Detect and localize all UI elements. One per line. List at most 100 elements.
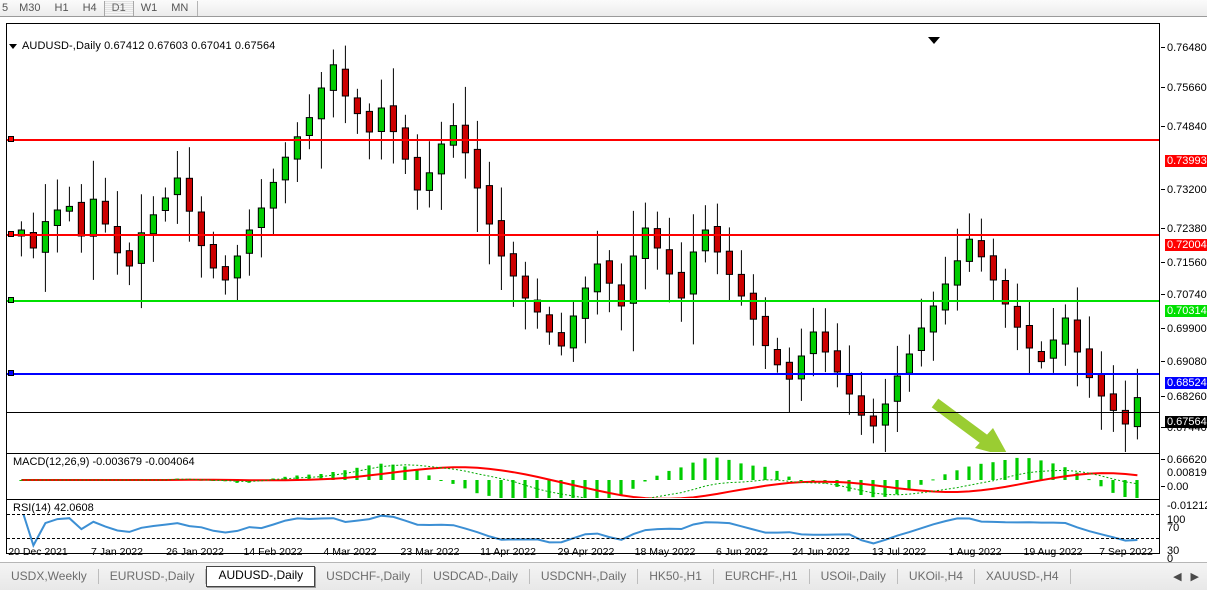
rsi-pane[interactable]: RSI(14) 42.0608 — [7, 499, 1159, 554]
level-line-070314[interactable] — [7, 297, 1159, 303]
date-label-9: 6 Jun 2022 — [716, 546, 768, 558]
tab-separator — [808, 569, 810, 584]
chart-symbol-header: AUDUSD-,Daily 0.67412 0.67603 0.67041 0.… — [9, 40, 275, 52]
tab-ukoil-h4[interactable]: UKOil-,H4 — [908, 569, 963, 583]
price-tick-8: 0.69080 — [1161, 356, 1207, 368]
tab-usdx-weekly[interactable]: USDX,Weekly — [11, 569, 87, 583]
timeframe-button-m30[interactable]: M30 — [19, 1, 41, 14]
price-tag-068524[interactable]: 0.68524 — [1165, 377, 1207, 389]
tab-usdcad-daily[interactable]: USDCAD-,Daily — [433, 569, 518, 583]
macd-indicator-label: MACD(12,26,9) -0.003679 -0.004064 — [13, 456, 198, 468]
chart-canvas[interactable]: MACD(12,26,9) -0.003679 -0.004064 RSI(14… — [0, 17, 1207, 561]
tab-separator — [1069, 569, 1071, 584]
timeframe-button-h4[interactable]: H4 — [82, 1, 97, 14]
level-line-073993[interactable] — [7, 136, 1159, 142]
time-axis: 20 Dec 2021 7 Jan 2022 26 Jan 2022 14 Fe… — [0, 546, 1207, 560]
rsi-scale-100: 100 — [1167, 514, 1186, 526]
rsi-level-70 — [7, 514, 1159, 515]
price-tick-3: 0.73200 — [1161, 184, 1207, 196]
level-anchor-handle[interactable] — [8, 136, 14, 142]
date-label-12: 1 Aug 2022 — [948, 546, 1002, 558]
price-tick-11: 0.66620 — [1161, 454, 1207, 466]
date-label-1: 7 Jan 2022 — [91, 546, 143, 558]
symbol-ohlc-text: AUDUSD-,Daily 0.67412 0.67603 0.67041 0.… — [22, 40, 276, 52]
timeframe-button-d1[interactable]: D1 — [103, 0, 134, 16]
tab-separator — [712, 569, 714, 584]
price-pane[interactable] — [7, 24, 1159, 452]
rsi-level-30 — [7, 538, 1159, 539]
tab-usdcnh-daily[interactable]: USDCNH-,Daily — [540, 569, 627, 583]
tab-separator — [205, 569, 207, 584]
chart-tab-bar: USDX,Weekly EURUSD-,Daily AUDUSD-,Daily … — [0, 562, 1207, 590]
tab-separator — [973, 569, 975, 584]
chart-top-marker-icon — [928, 37, 940, 44]
level-line-068524[interactable] — [7, 370, 1159, 376]
price-tag-070314[interactable]: 0.70314 — [1165, 305, 1207, 317]
price-tick-6: 0.70740 — [1161, 289, 1207, 301]
rsi-plot — [20, 507, 1138, 548]
candlestick-series — [17, 45, 1142, 452]
date-label-6: 11 Apr 2022 — [480, 546, 536, 558]
date-label-11: 13 Jul 2022 — [871, 546, 927, 558]
tab-usoil-daily[interactable]: USOil-,Daily — [820, 569, 886, 583]
tab-hk50-h1[interactable]: HK50-,H1 — [649, 569, 702, 583]
price-scale[interactable]: 0.76480 0.75660 0.74840 0.73993 0.73200 … — [1161, 17, 1207, 565]
date-label-0: 20 Dec 2021 — [8, 546, 68, 558]
timeframe-button-m5[interactable]: 5 — [2, 1, 9, 14]
chevron-down-icon[interactable] — [9, 44, 17, 49]
rsi-scale-70: 70 — [1167, 522, 1180, 534]
macd-scale-zero: 0.00 — [1161, 481, 1207, 493]
tab-eurusd-daily[interactable]: EURUSD-,Daily — [109, 569, 195, 583]
level-anchor-handle[interactable] — [8, 370, 14, 376]
toolbar-separator — [197, 0, 199, 16]
date-label-3: 14 Feb 2022 — [243, 546, 303, 558]
price-tick-4: 0.72380 — [1161, 223, 1207, 235]
rsi-scale-30: 30 — [1167, 545, 1180, 557]
level-anchor-handle[interactable] — [8, 231, 14, 237]
price-tick-5: 0.71560 — [1161, 257, 1207, 269]
tab-scroll-controls: ◀ ▶ — [1173, 570, 1207, 583]
date-label-2: 26 Jan 2022 — [166, 546, 224, 558]
macd-pane[interactable]: MACD(12,26,9) -0.003679 -0.004064 — [7, 453, 1159, 499]
price-tick-9: 0.68260 — [1161, 391, 1207, 403]
tab-usdchf-daily[interactable]: USDCHF-,Daily — [326, 569, 411, 583]
tab-separator — [528, 569, 530, 584]
date-label-10: 24 Jun 2022 — [792, 546, 850, 558]
date-label-13: 19 Aug 2022 — [1023, 546, 1083, 558]
timeframe-button-h1[interactable]: H1 — [54, 1, 69, 14]
macd-scale-min: -0.01212: — [1167, 500, 1207, 512]
date-label-8: 18 May 2022 — [634, 546, 696, 558]
date-label-14: 7 Sep 2022 — [1099, 546, 1153, 558]
price-tick-0: 0.76480 — [1161, 42, 1207, 54]
price-tick-7: 0.69900 — [1161, 323, 1207, 335]
scroll-left-icon[interactable]: ◀ — [1173, 571, 1182, 583]
level-line-072004[interactable] — [7, 231, 1159, 237]
date-label-4: 4 Mar 2022 — [323, 546, 377, 558]
tab-audusd-daily[interactable]: AUDUSD-,Daily — [206, 566, 316, 587]
price-tick-2: 0.74840 — [1161, 121, 1207, 133]
bearish-arrow-icon — [931, 398, 1007, 452]
price-tag-current[interactable]: 0.67564 — [1165, 416, 1207, 428]
macd-scale-max: 0.008197 — [1167, 467, 1207, 479]
price-tag-072004[interactable]: 0.72004 — [1165, 239, 1207, 251]
tab-xauusd-h4[interactable]: XAUUSD-,H4 — [985, 569, 1059, 583]
tab-eurchf-h1[interactable]: EURCHF-,H1 — [724, 569, 798, 583]
chart-frame: MACD(12,26,9) -0.003679 -0.004064 RSI(14… — [6, 23, 1160, 554]
level-anchor-handle[interactable] — [8, 297, 14, 303]
tab-separator — [896, 569, 898, 584]
level-line-current-price — [7, 412, 1159, 413]
scroll-right-icon[interactable]: ▶ — [1190, 571, 1199, 583]
timeframe-button-w1[interactable]: W1 — [140, 1, 158, 14]
rsi-scale-0: 0 — [1167, 553, 1174, 565]
price-tag-073993[interactable]: 0.73993 — [1165, 155, 1207, 167]
tab-separator — [97, 569, 99, 584]
timeframe-toolbar: 5 M30 H1 H4 D1 W1 MN — [0, 0, 1207, 17]
macd-plot — [19, 457, 1139, 498]
tab-separator — [637, 569, 639, 584]
tab-separator — [421, 569, 423, 584]
date-label-5: 23 Mar 2022 — [400, 546, 460, 558]
price-tick-1: 0.75660 — [1161, 82, 1207, 94]
timeframe-button-mn[interactable]: MN — [171, 1, 189, 14]
date-label-7: 29 Apr 2022 — [557, 546, 615, 558]
